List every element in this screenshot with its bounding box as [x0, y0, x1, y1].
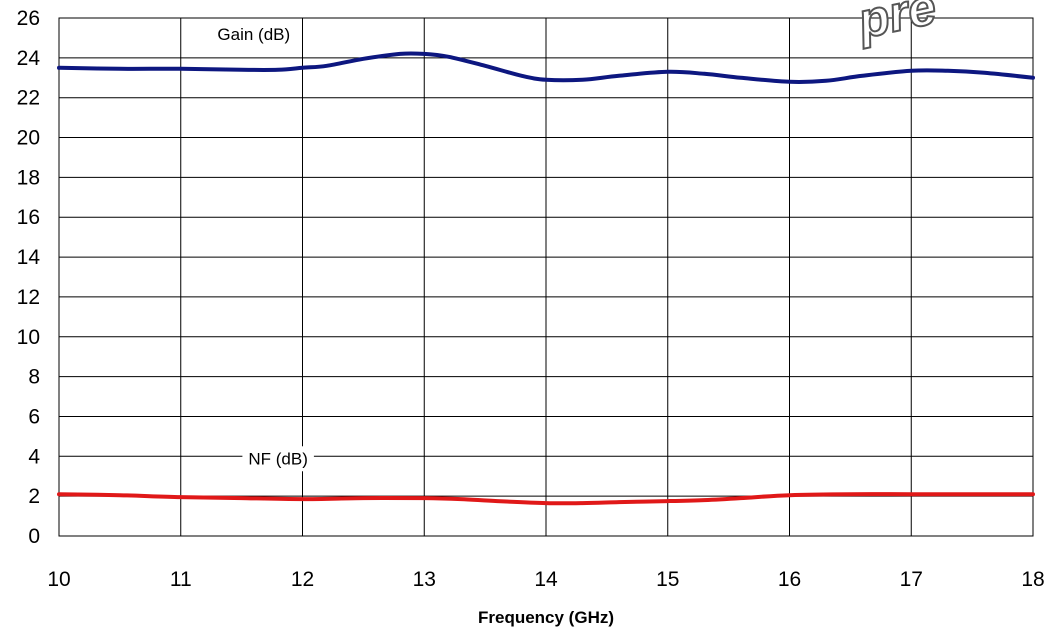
x-axis-title: Frequency (GHz): [478, 608, 614, 627]
y-tick-label: 22: [17, 87, 40, 110]
gain-db-label: Gain (dB): [217, 25, 290, 44]
plot-frame: [58, 17, 1034, 537]
series-lines: [57, 51, 1035, 506]
y-tick-label: 24: [17, 47, 41, 70]
stamp-watermark: pre: [851, 0, 941, 50]
nf-db-label-background: [242, 446, 314, 472]
x-tick-label: 18: [1021, 568, 1044, 591]
x-tick-label: 12: [291, 568, 314, 591]
y-tick-label: 20: [17, 127, 40, 150]
gain-db-line: [57, 51, 1035, 84]
y-tick-label: 18: [17, 166, 40, 189]
nf-db-label: NF (dB): [248, 449, 308, 468]
x-tick-label: 13: [413, 568, 436, 591]
y-tick-label: 0: [28, 525, 40, 548]
nf-db-line: [57, 492, 1035, 506]
y-tick-label: 4: [28, 445, 40, 468]
y-tick-label: 8: [28, 366, 40, 389]
x-tick-label: 14: [534, 568, 558, 591]
gain-db-label-background: [211, 21, 297, 47]
grid: [58, 17, 1034, 537]
x-tick-label: 10: [47, 568, 70, 591]
y-tick-label: 2: [28, 485, 40, 508]
y-tick-label: 14: [17, 246, 41, 269]
y-tick-label: 6: [28, 405, 40, 428]
y-tick-label: 10: [17, 326, 40, 349]
x-tick-label: 15: [656, 568, 679, 591]
y-tick-label: 16: [17, 206, 40, 229]
y-tick-label: 26: [17, 7, 40, 30]
x-tick-label: 16: [778, 568, 801, 591]
x-tick-label: 11: [170, 568, 192, 591]
x-tick-label: 17: [900, 568, 923, 591]
y-tick-label: 12: [17, 286, 40, 309]
series-labels: Gain (dB) NF (dB): [211, 21, 314, 472]
